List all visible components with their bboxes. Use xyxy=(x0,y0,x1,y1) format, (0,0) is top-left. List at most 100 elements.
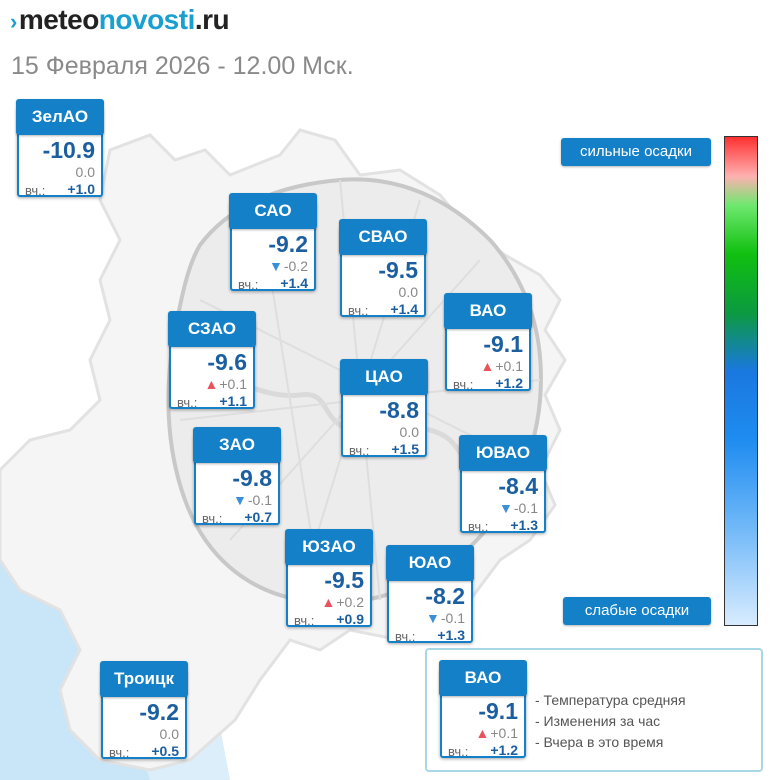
temperature: -9.8 xyxy=(232,465,272,491)
district-name: ВАО xyxy=(439,660,527,696)
yesterday-label: вч.: xyxy=(395,629,416,644)
district-card-zelao[interactable]: ЗелАО -10.9 0.0 вч.: +1.0 xyxy=(16,99,104,198)
legend-line-change: - Изменения за час xyxy=(535,713,661,729)
district-name: САО xyxy=(229,193,317,229)
district-name: ЮАО xyxy=(386,545,474,581)
hourly-change: ▼-0.1 xyxy=(233,492,272,508)
yesterday-label: вч.: xyxy=(349,443,370,458)
change-value: -0.2 xyxy=(283,258,308,274)
change-value: 0.0 xyxy=(399,424,419,440)
district-card-troitsk[interactable]: Троицк -9.2 0.0 вч.: +0.5 xyxy=(100,661,188,760)
yesterday-value: +1.2 xyxy=(495,375,523,391)
district-name: ЗАО xyxy=(193,427,281,463)
district-card-zao[interactable]: ЗАО -9.8 ▼-0.1 вч.: +0.7 xyxy=(193,427,281,526)
change-value: 0.0 xyxy=(159,726,179,742)
yesterday-label: вч.: xyxy=(453,377,474,392)
logo-part-meteo: meteo xyxy=(18,4,99,35)
change-value: -0.1 xyxy=(247,492,272,508)
change-value: +0.1 xyxy=(219,376,247,392)
scale-top-label: сильные осадки xyxy=(561,138,711,166)
yesterday-label: вч.: xyxy=(468,519,489,534)
change-value: 0.0 xyxy=(398,284,418,300)
district-card-szao[interactable]: СЗАО -9.6 ▲+0.1 вч.: +1.1 xyxy=(168,311,256,410)
up-triangle-icon: ▲ xyxy=(321,594,336,610)
legend-lines: - Температура средняя - Изменения за час… xyxy=(535,690,686,753)
temperature: -9.2 xyxy=(268,231,308,257)
hourly-change: ▼-0.1 xyxy=(499,500,538,516)
district-card-sao[interactable]: САО -9.2 ▼-0.2 вч.: +1.4 xyxy=(229,193,317,292)
yesterday-value: +1.3 xyxy=(510,517,538,533)
temperature: -9.1 xyxy=(478,698,518,724)
district-name: ЗелАО xyxy=(16,99,104,135)
hourly-change: ▲+0.1 xyxy=(205,376,248,392)
temperature: -8.2 xyxy=(425,583,465,609)
yesterday-label: вч.: xyxy=(202,511,223,526)
temperature: -9.2 xyxy=(139,699,179,725)
yesterday-label: вч.: xyxy=(448,744,469,759)
district-name: ВАО xyxy=(444,293,532,329)
legend-sample-card: ВАО -9.1 ▲+0.1 вч.: +1.2 xyxy=(439,660,527,759)
temperature: -8.4 xyxy=(498,473,538,499)
down-triangle-icon: ▼ xyxy=(269,258,283,274)
district-card-yuzao[interactable]: ЮЗАО -9.5 ▲+0.2 вч.: +0.9 xyxy=(285,529,373,628)
yesterday-label: вч.: xyxy=(109,745,130,760)
temperature: -9.5 xyxy=(378,257,418,283)
temperature: -10.9 xyxy=(42,137,95,163)
yesterday-value: +1.5 xyxy=(391,441,419,457)
yesterday-label: вч.: xyxy=(25,183,46,198)
up-triangle-icon: ▲ xyxy=(475,725,490,741)
hourly-change: ▲+0.1 xyxy=(481,358,524,374)
change-value: 0.0 xyxy=(75,164,95,180)
district-card-cao[interactable]: ЦАО -8.8 0.0 вч.: +1.5 xyxy=(340,359,428,458)
hourly-change: 0.0 xyxy=(160,726,179,742)
district-card-yuvao[interactable]: ЮВАО -8.4 ▼-0.1 вч.: +1.3 xyxy=(459,435,547,534)
district-name: СВАО xyxy=(339,219,427,255)
yesterday-value: +1.4 xyxy=(390,301,418,317)
district-name: ЮВАО xyxy=(459,435,547,471)
hourly-change: ▼-0.1 xyxy=(426,610,465,626)
change-value: -0.1 xyxy=(440,610,465,626)
change-value: -0.1 xyxy=(513,500,538,516)
district-card-vao[interactable]: ВАО -9.1 ▲+0.1 вч.: +1.2 xyxy=(444,293,532,392)
yesterday-value: +1.0 xyxy=(67,181,95,197)
change-value: +0.1 xyxy=(490,725,518,741)
hourly-change: 0.0 xyxy=(76,164,95,180)
temperature: -9.6 xyxy=(207,349,247,375)
hourly-change: ▲+0.1 xyxy=(476,725,519,741)
district-name: Троицк xyxy=(100,661,188,697)
yesterday-value: +1.4 xyxy=(280,275,308,291)
temperature: -9.5 xyxy=(324,567,364,593)
yesterday-label: вч.: xyxy=(294,613,315,628)
yesterday-value: +0.5 xyxy=(151,743,179,759)
yesterday-label: вч.: xyxy=(348,303,369,318)
yesterday-label: вч.: xyxy=(177,395,198,410)
change-value: +0.1 xyxy=(495,358,523,374)
yesterday-value: +0.9 xyxy=(336,611,364,627)
hourly-change: 0.0 xyxy=(400,424,419,440)
district-card-yuao[interactable]: ЮАО -8.2 ▼-0.1 вч.: +1.3 xyxy=(386,545,474,644)
district-card-svao[interactable]: СВАО -9.5 0.0 вч.: +1.4 xyxy=(339,219,427,318)
district-name: СЗАО xyxy=(168,311,256,347)
yesterday-value: +1.3 xyxy=(437,627,465,643)
hourly-change: 0.0 xyxy=(399,284,418,300)
down-triangle-icon: ▼ xyxy=(499,500,513,516)
district-name: ЮЗАО xyxy=(285,529,373,565)
forecast-date: 15 Февраля 2026 - 12.00 Мск. xyxy=(11,52,354,80)
yesterday-value: +0.7 xyxy=(244,509,272,525)
temperature: -8.8 xyxy=(379,397,419,423)
legend-line-yesterday: - Вчера в это время xyxy=(535,734,664,750)
district-name: ЦАО xyxy=(340,359,428,395)
logo-part-novosti: novosti xyxy=(98,4,196,35)
yesterday-value: +1.1 xyxy=(219,393,247,409)
up-triangle-icon: ▲ xyxy=(480,358,495,374)
down-triangle-icon: ▼ xyxy=(426,610,440,626)
hourly-change: ▲+0.2 xyxy=(322,594,365,610)
yesterday-label: вч.: xyxy=(238,277,259,292)
scale-bottom-label: слабые осадки xyxy=(563,597,711,625)
logo-mark: › xyxy=(10,9,17,34)
legend-line-temperature: - Температура средняя xyxy=(535,692,686,708)
logo[interactable]: ›meteonovosti.ru xyxy=(10,4,230,36)
up-triangle-icon: ▲ xyxy=(204,376,219,392)
temperature: -9.1 xyxy=(483,331,523,357)
logo-part-ru: .ru xyxy=(194,4,230,35)
